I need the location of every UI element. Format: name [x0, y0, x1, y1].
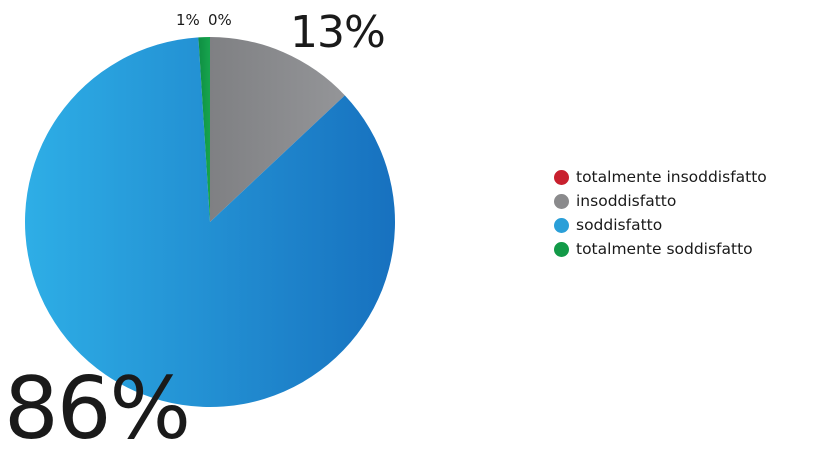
legend-item-totalmente-soddisfatto: totalmente soddisfatto	[554, 237, 816, 261]
legend-label: totalmente insoddisfatto	[576, 168, 767, 186]
data-label-totalmente-soddisfatto: 1%	[176, 11, 200, 29]
data-label-insoddisfatto: 13%	[290, 7, 386, 58]
legend: totalmente insoddisfatto insoddisfatto s…	[554, 165, 816, 261]
legend-swatch-totalmente-soddisfatto	[554, 241, 569, 257]
legend-swatch-insoddisfatto	[554, 193, 569, 209]
pie-slice-totalmente-soddisfatto	[198, 37, 210, 222]
legend-item-soddisfatto: soddisfatto	[554, 213, 816, 237]
legend-label: totalmente soddisfatto	[576, 240, 753, 258]
pie-slice-soddisfatto	[25, 37, 396, 408]
legend-item-totalmente-insoddisfatto: totalmente insoddisfatto	[554, 165, 816, 189]
legend-label: insoddisfatto	[576, 192, 677, 210]
data-label-soddisfatto: 86%	[4, 359, 191, 449]
pie-slice-insoddisfatto	[210, 37, 345, 222]
data-label-totalmente-insoddisfatto: 0%	[208, 11, 232, 29]
legend-swatch-totalmente-insoddisfatto	[554, 169, 569, 185]
legend-label: soddisfatto	[576, 216, 663, 234]
pie-slices	[25, 37, 396, 408]
legend-swatch-soddisfatto	[554, 217, 569, 233]
legend-item-insoddisfatto: insoddisfatto	[554, 189, 816, 213]
